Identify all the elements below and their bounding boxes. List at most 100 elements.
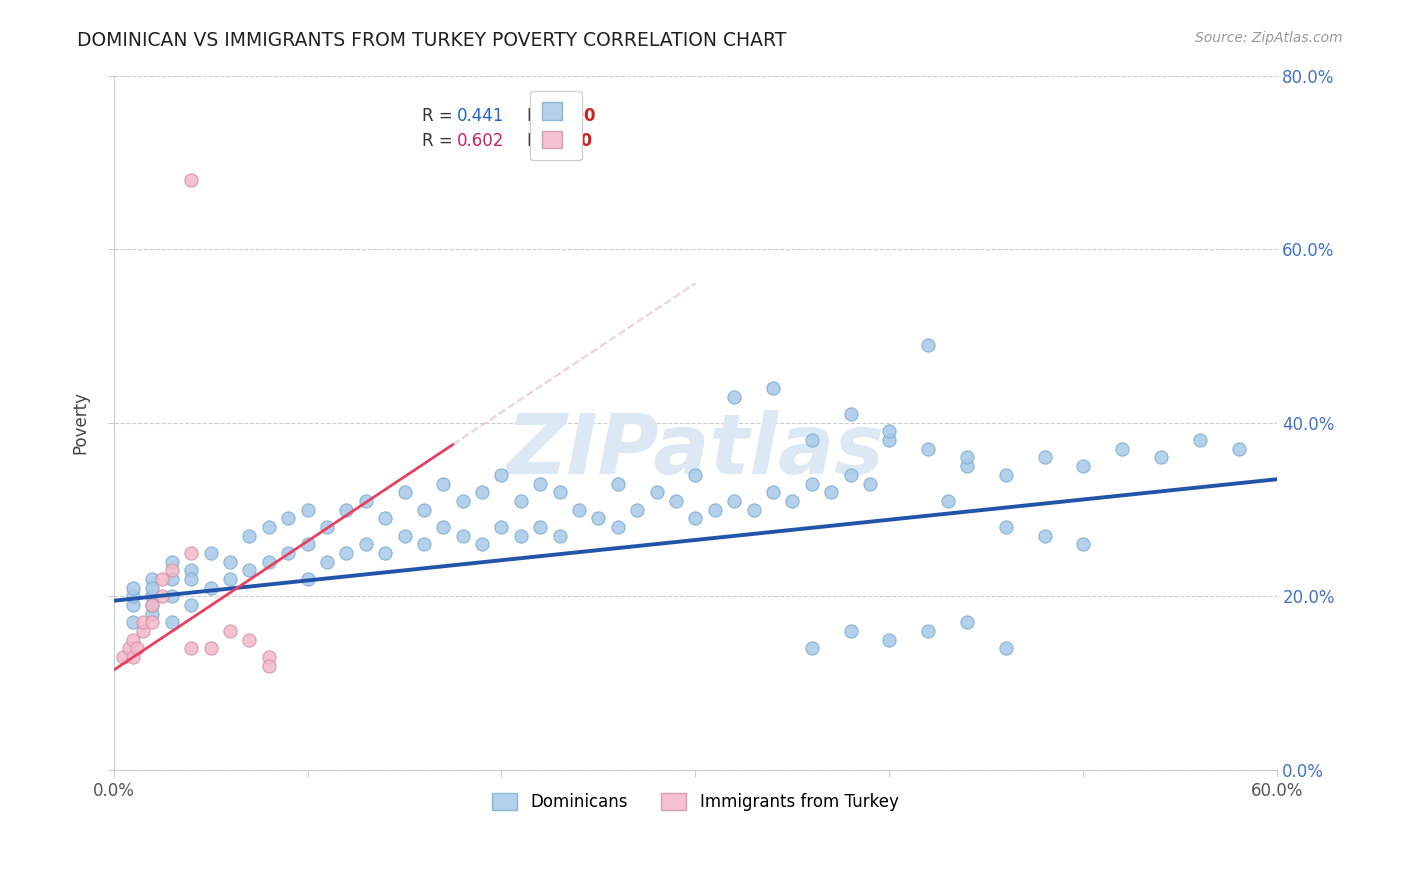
- Point: [1227, 442, 1250, 456]
- Point: [180, 641, 202, 656]
- Point: [994, 520, 1017, 534]
- Legend: Dominicans, Immigrants from Turkey: Dominicans, Immigrants from Turkey: [479, 780, 912, 824]
- Text: 0.602: 0.602: [457, 133, 505, 151]
- Point: [160, 555, 183, 569]
- Point: [141, 607, 163, 621]
- Point: [917, 442, 939, 456]
- Point: [316, 520, 339, 534]
- Point: [412, 502, 434, 516]
- Point: [219, 555, 242, 569]
- Y-axis label: Poverty: Poverty: [72, 392, 89, 454]
- Point: [762, 381, 785, 395]
- Point: [879, 433, 901, 447]
- Text: N =: N =: [527, 107, 564, 125]
- Point: [665, 494, 688, 508]
- Point: [394, 528, 416, 542]
- Point: [1033, 450, 1056, 465]
- Point: [509, 494, 531, 508]
- Point: [548, 485, 571, 500]
- Point: [238, 632, 260, 647]
- Point: [219, 572, 242, 586]
- Point: [839, 467, 862, 482]
- Point: [509, 528, 531, 542]
- Point: [122, 590, 145, 604]
- Point: [277, 511, 299, 525]
- Point: [150, 572, 173, 586]
- Point: [160, 572, 183, 586]
- Text: 20: 20: [569, 133, 593, 151]
- Point: [1111, 442, 1133, 456]
- Point: [131, 615, 153, 630]
- Point: [412, 537, 434, 551]
- Point: [703, 502, 725, 516]
- Point: [879, 632, 901, 647]
- Point: [451, 528, 474, 542]
- Point: [879, 425, 901, 439]
- Point: [150, 590, 173, 604]
- Point: [160, 615, 183, 630]
- Point: [297, 502, 319, 516]
- Point: [122, 581, 145, 595]
- Point: [180, 572, 202, 586]
- Point: [645, 485, 668, 500]
- Point: [820, 485, 842, 500]
- Point: [160, 590, 183, 604]
- Point: [141, 615, 163, 630]
- Point: [200, 546, 222, 560]
- Point: [219, 624, 242, 639]
- Point: [606, 520, 628, 534]
- Text: 0.441: 0.441: [457, 107, 505, 125]
- Point: [316, 555, 339, 569]
- Point: [141, 590, 163, 604]
- Point: [685, 511, 707, 525]
- Point: [122, 632, 145, 647]
- Point: [200, 581, 222, 595]
- Point: [685, 467, 707, 482]
- Point: [762, 485, 785, 500]
- Point: [568, 502, 591, 516]
- Point: [451, 494, 474, 508]
- Point: [917, 337, 939, 351]
- Point: [335, 502, 357, 516]
- Point: [238, 563, 260, 577]
- Point: [471, 537, 494, 551]
- Point: [1150, 450, 1173, 465]
- Point: [917, 624, 939, 639]
- Point: [432, 520, 454, 534]
- Point: [1188, 433, 1211, 447]
- Point: [122, 650, 145, 665]
- Point: [118, 641, 141, 656]
- Point: [1073, 537, 1095, 551]
- Text: Source: ZipAtlas.com: Source: ZipAtlas.com: [1195, 31, 1343, 45]
- Text: 100: 100: [561, 107, 596, 125]
- Point: [839, 407, 862, 421]
- Point: [238, 528, 260, 542]
- Point: [122, 615, 145, 630]
- Point: [936, 494, 959, 508]
- Point: [471, 485, 494, 500]
- Point: [606, 476, 628, 491]
- Point: [1033, 528, 1056, 542]
- Point: [160, 563, 183, 577]
- Point: [277, 546, 299, 560]
- Point: [839, 624, 862, 639]
- Point: [994, 467, 1017, 482]
- Point: [257, 658, 280, 673]
- Point: [782, 494, 804, 508]
- Text: R =: R =: [422, 133, 458, 151]
- Point: [257, 555, 280, 569]
- Point: [956, 450, 979, 465]
- Point: [354, 537, 377, 551]
- Point: [529, 520, 551, 534]
- Point: [257, 520, 280, 534]
- Point: [374, 546, 396, 560]
- Point: [180, 546, 202, 560]
- Point: [956, 615, 979, 630]
- Point: [122, 598, 145, 612]
- Point: [742, 502, 765, 516]
- Text: R =: R =: [422, 107, 458, 125]
- Point: [141, 598, 163, 612]
- Point: [1073, 459, 1095, 474]
- Point: [994, 641, 1017, 656]
- Point: [297, 537, 319, 551]
